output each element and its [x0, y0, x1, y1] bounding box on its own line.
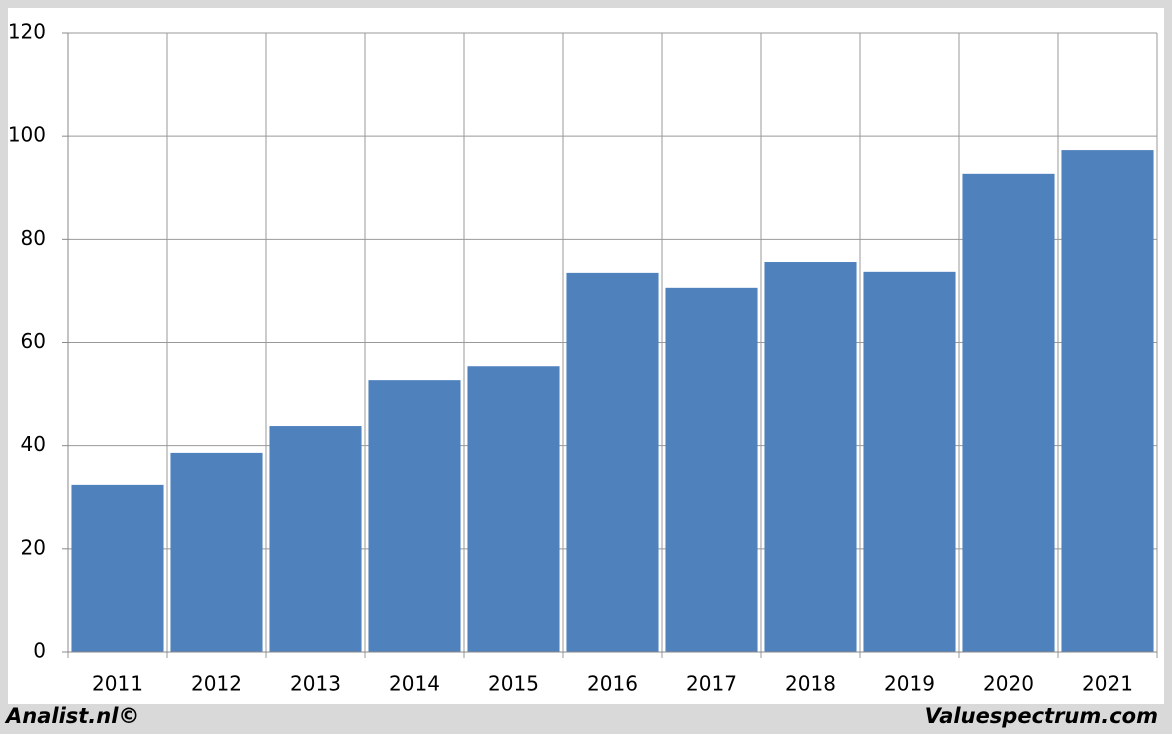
- y-tick-label: 120: [8, 20, 46, 44]
- bar: [863, 271, 956, 652]
- x-tick-label: 2017: [686, 672, 737, 696]
- x-tick-label: 2019: [884, 672, 935, 696]
- x-tick-label: 2020: [983, 672, 1034, 696]
- y-tick-label: 40: [21, 432, 46, 456]
- y-tick-label: 20: [21, 535, 46, 559]
- bar: [1061, 150, 1154, 652]
- bar: [764, 262, 857, 652]
- bar: [467, 366, 560, 652]
- footer-left: Analist.nl©: [4, 704, 139, 728]
- y-tick-label: 100: [8, 123, 46, 147]
- y-tick-label: 0: [33, 639, 46, 663]
- bar: [269, 426, 362, 652]
- x-tick-label: 2011: [92, 672, 143, 696]
- y-tick-label: 60: [21, 329, 46, 353]
- x-tick-label: 2016: [587, 672, 638, 696]
- x-tick-label: 2014: [389, 672, 440, 696]
- x-tick-label: 2012: [191, 672, 242, 696]
- bar: [962, 173, 1055, 652]
- bar: [665, 287, 758, 652]
- x-tick-label: 2021: [1082, 672, 1133, 696]
- x-tick-label: 2013: [290, 672, 341, 696]
- bar: [368, 380, 461, 652]
- bar: [170, 452, 263, 652]
- x-tick-label: 2015: [488, 672, 539, 696]
- x-tick-label: 2018: [785, 672, 836, 696]
- y-tick-label: 80: [21, 226, 46, 250]
- footer-right: Valuespectrum.com: [925, 704, 1158, 728]
- bar: [566, 272, 659, 652]
- bar: [71, 484, 164, 652]
